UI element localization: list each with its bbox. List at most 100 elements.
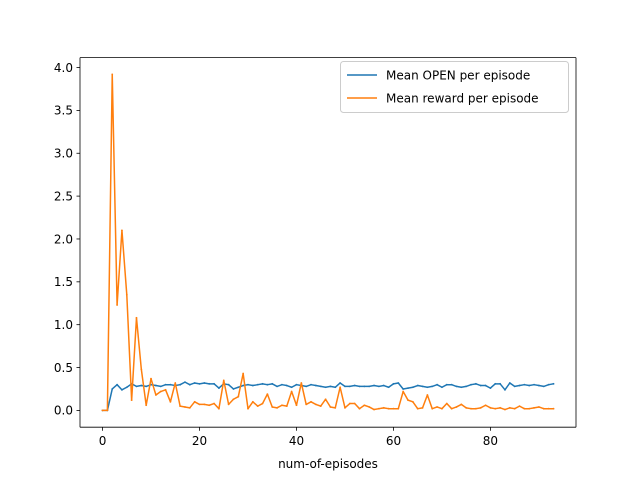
series-layer — [101, 73, 555, 412]
y-tick-label: 4.0 — [54, 61, 73, 75]
y-axis-ticks: 0.0 0.5 1.0 1.5 2.0 2.5 3.0 3.5 4.0 — [54, 61, 80, 418]
data-point-s0-16 — [179, 383, 182, 386]
data-point-s0-64 — [411, 386, 414, 389]
data-point-s0-44 — [314, 384, 317, 387]
data-point-s1-40 — [295, 404, 298, 407]
data-point-s1-45 — [319, 405, 322, 408]
data-point-s0-46 — [324, 386, 327, 389]
data-point-s1-18 — [188, 406, 191, 409]
data-point-s0-7 — [135, 385, 138, 388]
data-point-s0-43 — [310, 383, 312, 386]
data-point-s0-12 — [159, 385, 162, 388]
data-point-s1-15 — [174, 382, 177, 384]
data-point-s1-48 — [334, 406, 337, 409]
data-point-s1-66 — [421, 406, 424, 409]
data-point-s0-81 — [494, 382, 497, 385]
data-point-s0-79 — [484, 384, 487, 387]
data-point-s1-21 — [203, 403, 206, 406]
data-point-s0-37 — [281, 383, 283, 386]
data-point-s0-65 — [416, 384, 419, 387]
legend-label-mean-reward: Mean reward per episode — [386, 92, 539, 106]
data-point-s1-74 — [460, 403, 463, 406]
y-tick-label: 1.0 — [54, 318, 73, 332]
data-point-s0-42 — [305, 385, 308, 388]
data-point-s0-50 — [344, 385, 346, 388]
data-point-s1-1 — [106, 409, 109, 412]
data-point-s1-12 — [159, 390, 162, 393]
data-point-s1-79 — [484, 404, 487, 407]
data-point-s0-93 — [552, 382, 555, 385]
data-point-s0-35 — [271, 382, 274, 385]
data-point-s1-34 — [266, 393, 269, 396]
data-point-s1-46 — [324, 398, 327, 401]
data-point-s0-70 — [441, 386, 443, 389]
data-point-s1-49 — [339, 386, 342, 389]
data-point-s1-27 — [232, 398, 235, 401]
data-point-s0-24 — [218, 387, 220, 390]
y-tick-label: 1.5 — [54, 275, 73, 289]
data-point-s0-53 — [358, 385, 361, 388]
data-point-s0-2 — [111, 388, 114, 390]
data-point-s1-89 — [533, 406, 535, 409]
data-point-s0-72 — [450, 383, 453, 386]
data-point-s0-92 — [547, 383, 550, 386]
data-point-s0-8 — [140, 384, 143, 387]
data-point-s0-77 — [474, 382, 477, 385]
data-point-s1-84 — [508, 406, 511, 409]
data-point-s0-82 — [499, 382, 502, 385]
data-point-s0-73 — [455, 385, 458, 388]
data-point-s1-88 — [528, 407, 531, 410]
data-point-s0-28 — [237, 386, 240, 389]
data-point-s1-35 — [271, 406, 274, 408]
data-point-s1-39 — [290, 390, 293, 393]
data-point-s0-23 — [213, 382, 215, 385]
data-point-s1-68 — [431, 407, 434, 410]
data-point-s1-81 — [494, 407, 497, 410]
data-point-s1-47 — [329, 406, 332, 408]
data-point-s0-13 — [164, 383, 167, 386]
data-point-s1-78 — [479, 406, 482, 409]
data-point-s1-17 — [184, 406, 186, 408]
data-point-s0-26 — [227, 383, 230, 386]
data-point-s1-56 — [373, 408, 375, 411]
data-point-s1-44 — [314, 403, 317, 406]
data-point-s1-53 — [358, 407, 361, 410]
data-point-s1-11 — [154, 394, 157, 396]
data-point-s1-76 — [470, 407, 472, 410]
data-point-s0-45 — [319, 385, 322, 388]
data-point-s1-64 — [411, 400, 414, 403]
data-point-s1-52 — [353, 402, 356, 405]
data-point-s1-72 — [450, 407, 453, 410]
data-point-s1-55 — [368, 406, 371, 408]
data-point-s1-51 — [348, 402, 351, 405]
data-point-s1-63 — [407, 399, 409, 402]
plot-area — [80, 57, 576, 428]
data-point-s0-9 — [145, 385, 148, 388]
data-point-s0-84 — [508, 382, 511, 384]
data-point-s1-14 — [169, 400, 172, 403]
data-point-s0-66 — [421, 385, 424, 388]
data-point-s0-27 — [232, 388, 235, 390]
data-point-s0-47 — [329, 385, 332, 388]
data-point-s0-83 — [504, 388, 506, 391]
data-point-s1-25 — [222, 379, 225, 382]
data-point-s0-91 — [542, 385, 545, 388]
data-point-s1-83 — [504, 408, 506, 411]
data-point-s1-71 — [445, 402, 448, 405]
data-point-s0-71 — [445, 383, 448, 386]
data-point-s1-61 — [397, 407, 400, 410]
x-axis-ticks: 0 20 40 60 80 — [99, 427, 498, 448]
data-point-s0-85 — [513, 385, 516, 388]
data-point-s0-57 — [378, 385, 380, 388]
data-point-s0-49 — [339, 382, 342, 384]
data-point-s0-90 — [538, 384, 540, 387]
data-point-s0-75 — [465, 385, 468, 388]
data-point-s0-74 — [460, 386, 463, 389]
data-point-s1-0 — [101, 409, 104, 412]
data-point-s1-77 — [474, 407, 477, 410]
data-point-s0-56 — [373, 384, 375, 387]
y-tick-label: 2.5 — [54, 189, 73, 203]
data-point-s1-87 — [523, 407, 526, 410]
data-point-s1-92 — [547, 407, 550, 410]
data-point-s1-7 — [135, 316, 138, 319]
